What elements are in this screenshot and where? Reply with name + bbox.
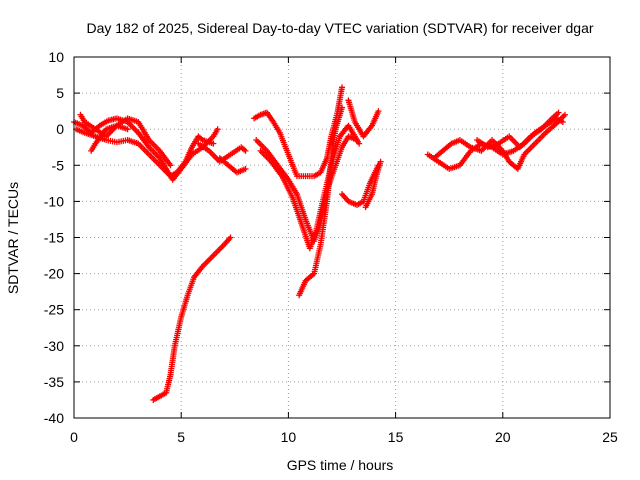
data-series-arc-7 [150, 234, 234, 403]
x-tick-label: 10 [281, 429, 297, 445]
x-tick-label: 5 [177, 429, 185, 445]
data-point [339, 84, 345, 91]
y-tick-label: 10 [48, 49, 64, 65]
data-point [561, 111, 568, 118]
grid-lines [74, 57, 610, 418]
data-series-arc-9 [253, 133, 361, 245]
plot-frame [73, 56, 611, 419]
data-point [339, 104, 345, 111]
data-series-arc-2 [73, 126, 217, 180]
y-tick-label: -15 [44, 230, 64, 246]
data-series-arc-5 [195, 140, 249, 165]
data-series-arc-8 [251, 84, 345, 180]
data-point [227, 234, 234, 241]
data-point [375, 108, 382, 115]
axis-ticks: 0 5 10 15 20 25 -40 -35 -30 -25 -20 -15 -10 -5 0 5 10 [44, 49, 618, 445]
data-point [377, 158, 384, 165]
x-tick-label: 0 [70, 429, 78, 445]
y-tick-label: 0 [56, 121, 64, 137]
y-tick-label: -5 [52, 157, 65, 173]
data-point [214, 126, 221, 133]
data-series-arc-13 [345, 97, 382, 140]
y-tick-label: -25 [44, 302, 64, 318]
data-series-arc-14 [362, 158, 384, 211]
y-tick-label: -40 [44, 410, 64, 426]
data-point [242, 165, 249, 172]
data-series-arc-12 [339, 162, 382, 209]
y-tick-label: -10 [44, 193, 64, 209]
y-tick-label: -30 [44, 338, 64, 354]
y-tick-label: 5 [56, 85, 64, 101]
x-tick-label: 25 [602, 429, 618, 445]
x-tick-label: 15 [388, 429, 404, 445]
data-point [555, 109, 562, 116]
y-axis-label: SDTVAR / TECUs [5, 182, 21, 294]
x-axis-label: GPS time / hours [287, 457, 394, 473]
data-series-arc-11 [296, 104, 345, 299]
x-tick-label: 20 [495, 429, 511, 445]
data-series-arc-4 [88, 122, 131, 154]
chart-title: Day 182 of 2025, Sidereal Day-to-day VTE… [86, 20, 593, 36]
data-point [356, 140, 363, 147]
data-point [167, 162, 174, 169]
y-tick-label: -35 [44, 374, 64, 390]
data-point [124, 126, 131, 133]
data-points [71, 84, 568, 403]
data-series-arc-17 [474, 109, 562, 151]
data-point [210, 140, 217, 147]
y-tick-label: -20 [44, 266, 64, 282]
data-series-arc-6 [216, 155, 249, 176]
data-point [242, 147, 249, 154]
